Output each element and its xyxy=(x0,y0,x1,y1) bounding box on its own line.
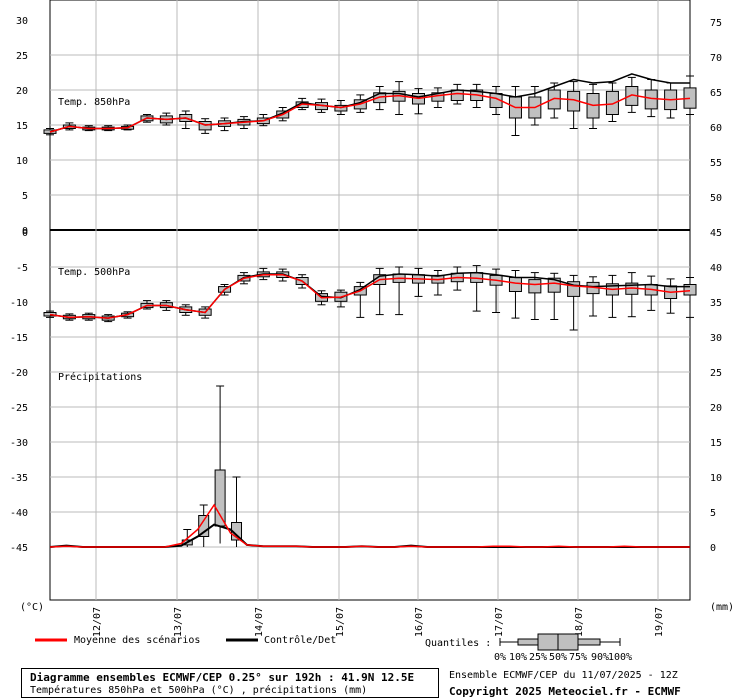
x-tick-label: 12/07 xyxy=(92,607,103,637)
right-tick-label: 0 xyxy=(710,543,716,554)
t500-mean-line xyxy=(49,273,691,319)
quantile-outer-box xyxy=(517,638,539,646)
right-tick-label: 35 xyxy=(710,298,722,309)
right-tick-label: 40 xyxy=(710,263,722,274)
left-tick-label: -30 xyxy=(10,438,28,449)
left-unit-label: (°C) xyxy=(20,602,44,613)
panel-label-850: Temp. 850hPa xyxy=(58,97,130,108)
right-tick-label: 45 xyxy=(710,228,722,239)
precip-box xyxy=(214,469,226,527)
right-tick-label: 25 xyxy=(710,368,722,379)
t500-box xyxy=(683,284,697,296)
left-tick-label: -25 xyxy=(10,403,28,414)
left-tick-label: 5 xyxy=(22,191,28,202)
copyright: Copyright 2025 Meteociel.fr - ECMWF xyxy=(449,685,681,698)
x-tick-label: 16/07 xyxy=(414,607,425,637)
right-tick-label: 15 xyxy=(710,438,722,449)
left-tick-label: -35 xyxy=(10,473,28,484)
left-tick-label: 15 xyxy=(16,121,28,132)
left-tick-label: 0 xyxy=(22,226,28,237)
x-tick-label: 14/07 xyxy=(254,607,265,637)
chart-subtitle: Températures 850hPa et 500hPa (°C) , pré… xyxy=(30,685,368,696)
x-tick-label: 18/07 xyxy=(574,607,585,637)
run-info: Ensemble ECMWF/CEP du 11/07/2025 - 12Z xyxy=(449,670,678,681)
right-tick-label: 75 xyxy=(710,18,722,29)
quantile-tick-label: 50% xyxy=(549,652,567,663)
right-tick-label: 65 xyxy=(710,88,722,99)
right-tick-label: 10 xyxy=(710,473,722,484)
left-tick-label: -40 xyxy=(10,508,28,519)
left-tick-label: -45 xyxy=(10,543,28,554)
precip-box xyxy=(198,515,210,537)
t850-box xyxy=(683,87,697,109)
title-box: Diagramme ensembles ECMWF/CEP 0.25° sur … xyxy=(21,668,439,698)
t850-mean-line xyxy=(49,92,691,133)
x-tick-label: 15/07 xyxy=(335,607,346,637)
chart-title: Diagramme ensembles ECMWF/CEP 0.25° sur … xyxy=(30,671,415,684)
right-tick-label: 60 xyxy=(710,123,722,134)
right-tick-label: 70 xyxy=(710,53,722,64)
left-tick-label: -5 xyxy=(16,263,28,274)
panel-label-500: Temp. 500hPa xyxy=(58,267,130,278)
left-tick-label: 10 xyxy=(16,156,28,167)
right-tick-label: 30 xyxy=(710,333,722,344)
quantile-tick-label: 10% xyxy=(509,652,527,663)
x-tick-label: 13/07 xyxy=(173,607,184,637)
left-tick-label: 25 xyxy=(16,51,28,62)
legend-mean-label: Moyenne des scénarios xyxy=(74,634,200,646)
t500-box xyxy=(547,277,561,293)
right-tick-label: 50 xyxy=(710,193,722,204)
t500-box xyxy=(508,277,522,292)
right-unit-label: (mm) xyxy=(710,602,734,613)
t500-box xyxy=(43,312,57,317)
panel-label-precip: Précipitations xyxy=(58,371,142,383)
quantile-tick-label: 100% xyxy=(608,652,632,663)
legend-control-label: Contrôle/Det xyxy=(264,634,336,646)
quantile-tick-label: 25% xyxy=(529,652,547,663)
left-tick-label: -20 xyxy=(10,368,28,379)
left-tick-label: -15 xyxy=(10,333,28,344)
x-tick-label: 17/07 xyxy=(494,607,505,637)
quantile-tick-label: 90% xyxy=(591,652,609,663)
left-tick-label: 20 xyxy=(16,86,28,97)
t850-box xyxy=(605,90,619,116)
left-tick-label: -10 xyxy=(10,298,28,309)
quantile-tick-label: 0% xyxy=(494,652,506,663)
t500-box xyxy=(528,279,542,294)
quantile-tick-label: 75% xyxy=(569,652,587,663)
right-tick-label: 55 xyxy=(710,158,722,169)
left-tick-label: 0 xyxy=(22,228,28,239)
precip-mean-line xyxy=(49,503,690,548)
x-tick-label: 19/07 xyxy=(654,607,665,637)
right-tick-label: 20 xyxy=(710,403,722,414)
right-tick-label: 5 xyxy=(710,508,716,519)
legend-quantiles-label: Quantiles : xyxy=(425,638,491,649)
quantile-outer-box xyxy=(577,638,601,646)
t850-box xyxy=(450,89,464,101)
left-tick-label: 30 xyxy=(16,16,28,27)
